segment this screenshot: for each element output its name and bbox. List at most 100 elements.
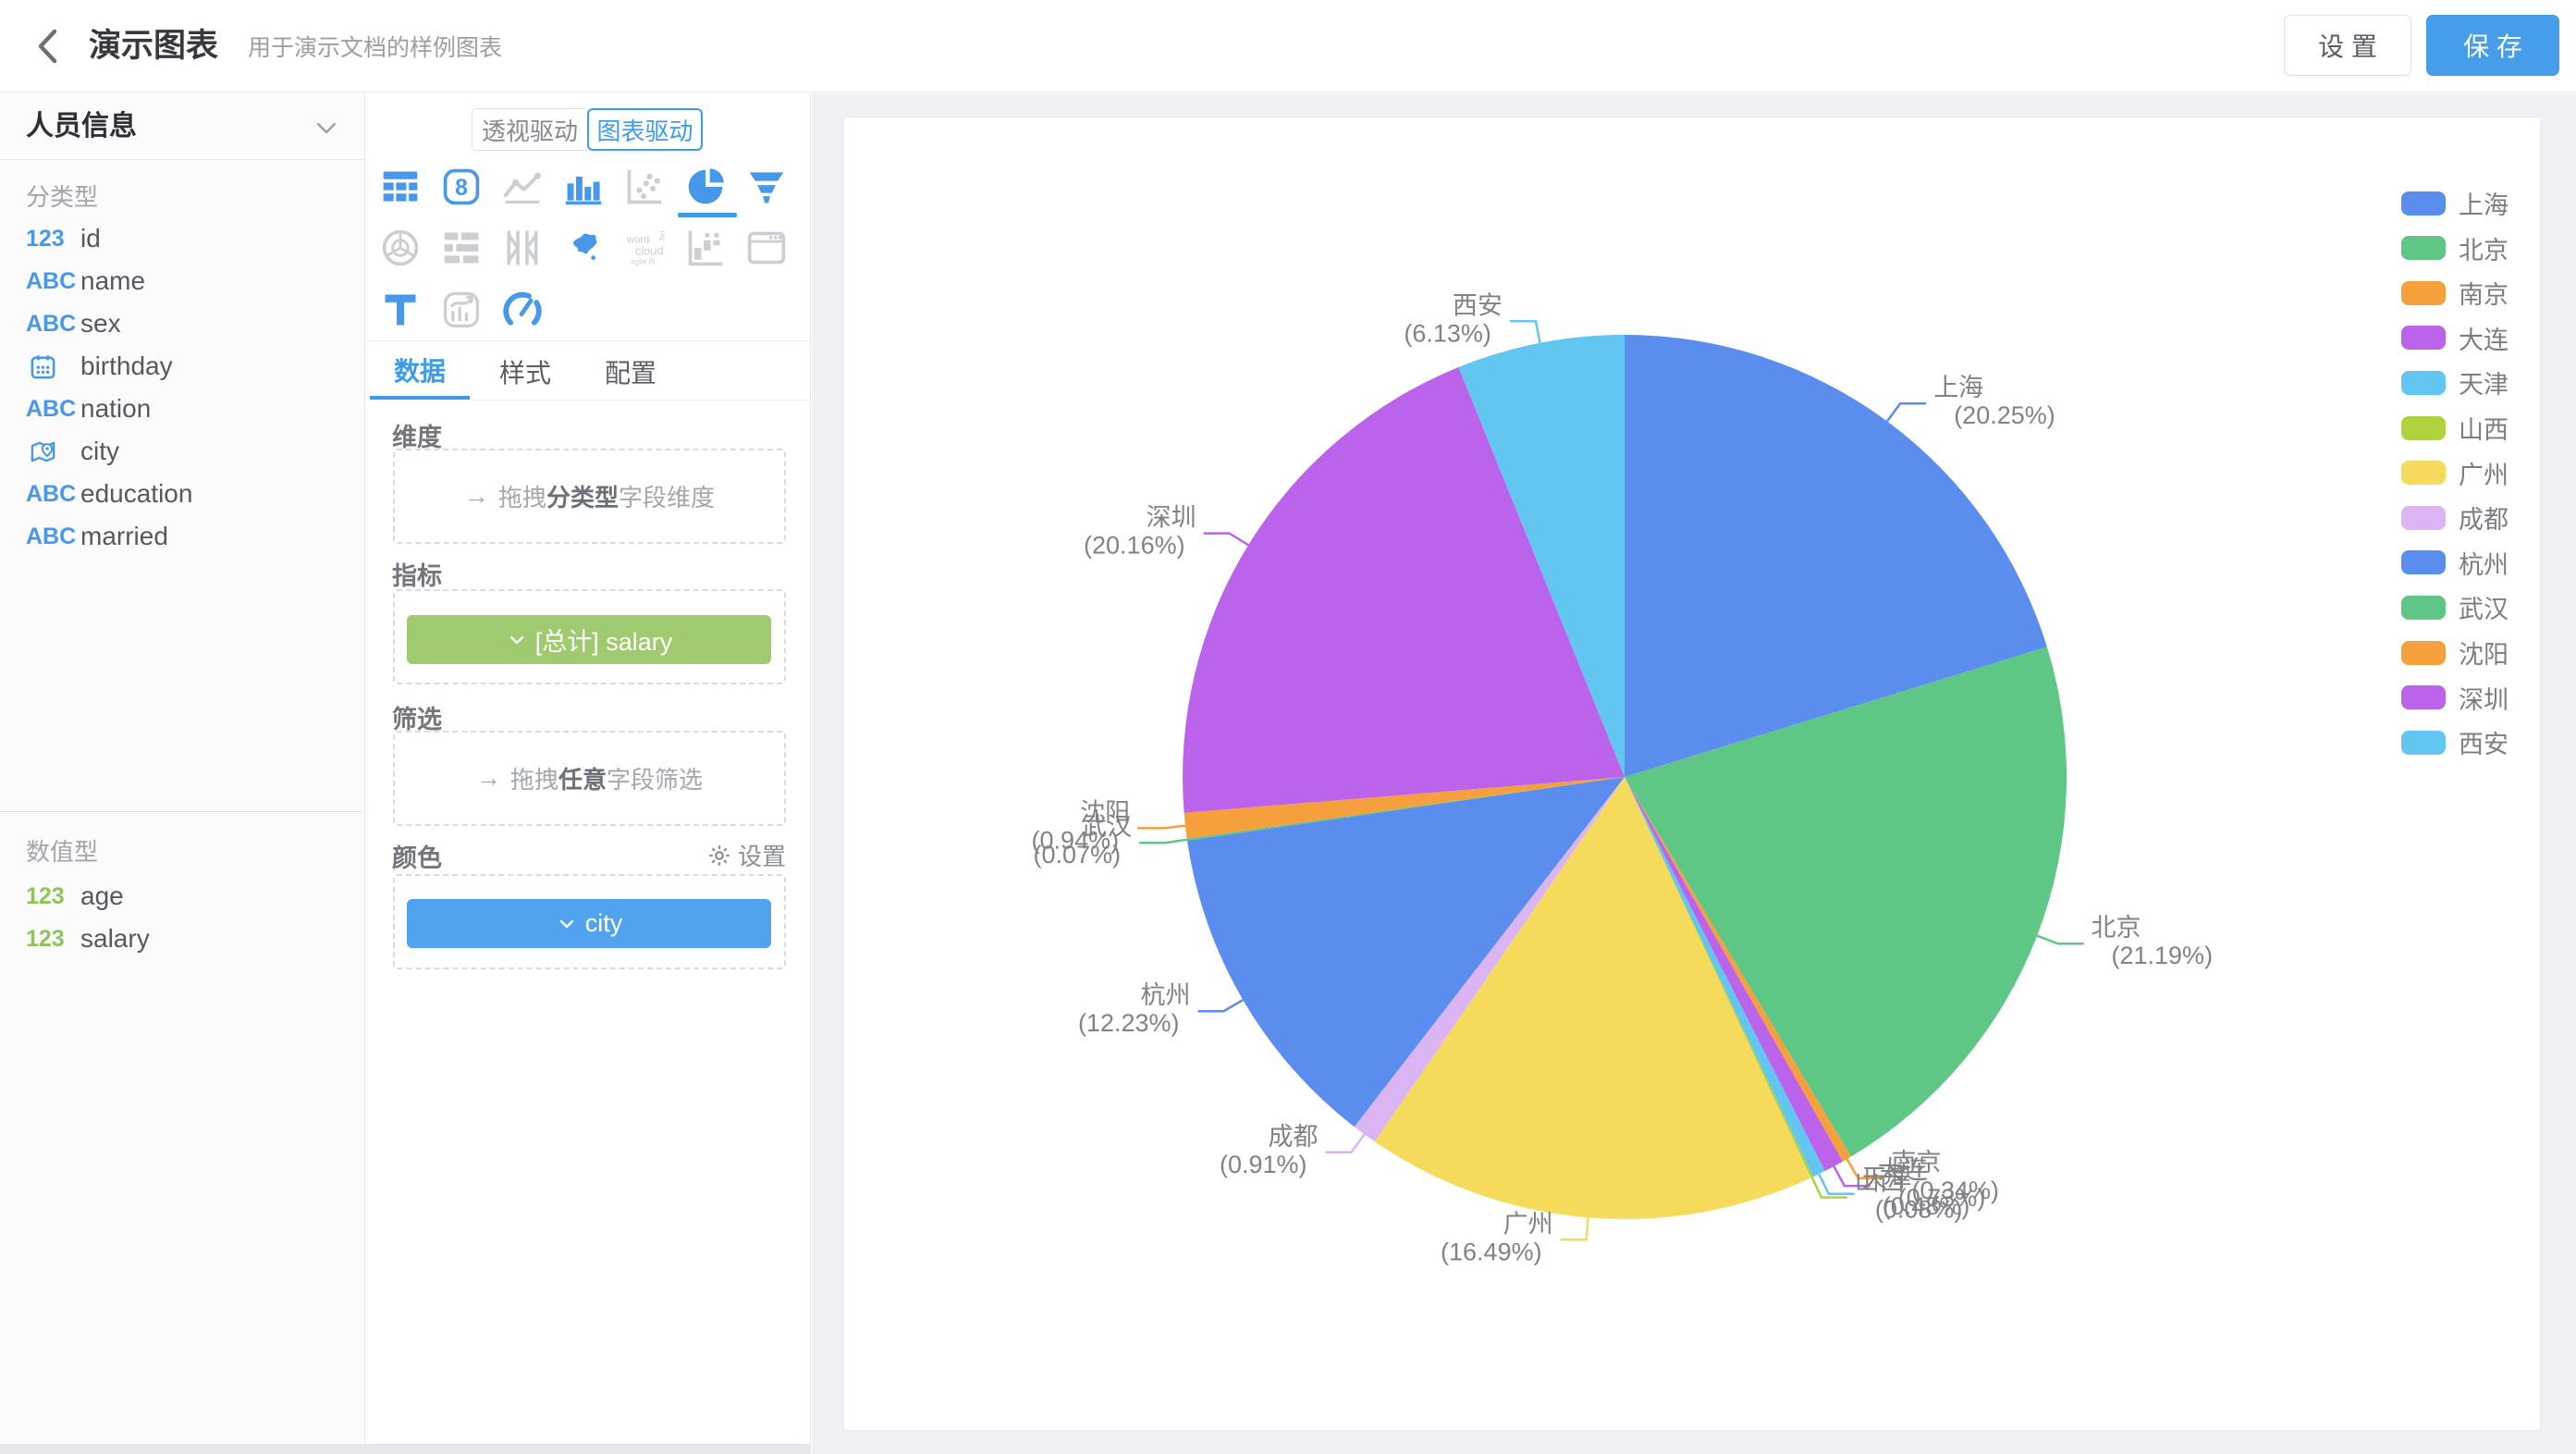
save-button[interactable]: 保 存 (2426, 15, 2559, 76)
pie-slice-天津[interactable] (1625, 777, 1825, 1177)
dataset-header[interactable]: 人员信息 (0, 93, 364, 160)
tab-配置[interactable]: 配置 (604, 359, 656, 388)
settings-button[interactable]: 设 置 (2284, 15, 2411, 76)
legend-item-上海[interactable]: 上海 (2401, 185, 2509, 221)
pie-slice-山西[interactable] (1625, 777, 1813, 1178)
field-item-id[interactable]: 123 id (0, 217, 364, 260)
measure-label: 指标 (392, 562, 442, 590)
slice-label-name: 南京 (1892, 1149, 1942, 1177)
pie-slice-北京[interactable] (1625, 647, 2067, 1157)
pie-slice-大连[interactable] (1625, 777, 1843, 1171)
mode-toggle-active[interactable]: 图表驱动 (587, 108, 703, 151)
waterfall-chart-icon[interactable] (685, 228, 726, 268)
page-title: 演示图表 (89, 28, 219, 64)
field-item-city[interactable]: city (0, 430, 364, 473)
gantt-chart-icon[interactable] (441, 228, 482, 268)
slice-label-name: 大连 (1878, 1156, 1928, 1184)
measure-pill[interactable]: [总计] salary (407, 615, 771, 664)
slice-label-percent: (0.94%) (1032, 826, 1120, 854)
field-item-name[interactable]: ABC name (0, 260, 364, 302)
scatter-chart-icon[interactable] (624, 166, 665, 207)
legend-item-大连[interactable]: 大连 (2401, 320, 2509, 356)
pie-slice-西安[interactable] (1458, 335, 1625, 777)
mode-toggle-inactive[interactable]: 透视驱动 (472, 108, 587, 151)
field-item-married[interactable]: ABC married (0, 515, 364, 558)
legend-item-山西[interactable]: 山西 (2401, 410, 2509, 446)
mixed-chart-icon[interactable] (441, 290, 482, 330)
legend-label: 广州 (2459, 461, 2509, 489)
pie-slice-南京[interactable] (1625, 777, 1851, 1162)
word-cloud-icon[interactable]: word cloud agile Bi tag (624, 228, 668, 268)
placeholder-text: 字段筛选 (607, 766, 704, 794)
bar-chart-icon[interactable] (563, 166, 604, 207)
measure-drop-zone[interactable] (393, 589, 786, 684)
pie-chart-icon-selected[interactable] (685, 166, 726, 207)
placeholder-text: 字段维度 (619, 484, 716, 511)
page-subtitle: 用于演示文档的样例图表 (248, 35, 503, 61)
chevron-down-icon[interactable] (313, 114, 340, 142)
field-item-age[interactable]: 123 age (0, 875, 364, 918)
field-item-sex[interactable]: ABC sex (0, 302, 364, 345)
color-drop-zone[interactable] (393, 874, 786, 969)
line-chart-icon[interactable] (502, 166, 543, 207)
divider (366, 340, 810, 341)
text-block-icon[interactable] (380, 290, 421, 330)
label-leader-line (1197, 998, 1245, 1013)
legend-swatch (2401, 640, 2446, 665)
legend-item-西安[interactable]: 西安 (2401, 724, 2509, 760)
slice-label-percent: (0.07%) (1034, 841, 1122, 869)
tab-数据[interactable]: 数据 (370, 343, 470, 400)
legend-item-武汉[interactable]: 武汉 (2401, 589, 2509, 625)
table-icon[interactable] (380, 166, 421, 207)
legend-item-沈阳[interactable]: 沈阳 (2401, 635, 2509, 671)
field-item-birthday[interactable]: birthday (0, 345, 364, 388)
legend-item-南京[interactable]: 南京 (2401, 275, 2509, 311)
funnel-chart-icon[interactable] (746, 166, 787, 207)
field-name: birthday (80, 351, 173, 380)
legend-item-广州[interactable]: 广州 (2401, 455, 2509, 491)
legend-label: 杭州 (2459, 550, 2509, 579)
bottom-scroll-strip[interactable] (0, 1444, 811, 1454)
legend-label: 成都 (2459, 506, 2509, 535)
pie-slice-武汉[interactable] (1186, 777, 1625, 841)
legend-item-北京[interactable]: 北京 (2401, 230, 2509, 266)
frame-chart-icon[interactable] (502, 228, 543, 268)
label-leader-line (1817, 1171, 1855, 1196)
legend-item-成都[interactable]: 成都 (2401, 499, 2509, 536)
svg-text:tag: tag (658, 231, 665, 240)
label-leader-line (1560, 1215, 1589, 1241)
legend-item-杭州[interactable]: 杭州 (2401, 545, 2509, 581)
field-item-nation[interactable]: ABC nation (0, 388, 364, 430)
pie-slice-广州[interactable] (1374, 777, 1811, 1219)
drag-arrow-icon: → (463, 482, 489, 510)
text-type-icon: ABC (26, 267, 77, 294)
placeholder-text: 拖拽 (497, 484, 546, 511)
pie-slice-深圳[interactable] (1183, 367, 1625, 813)
numeric-field-list: 123 age 123 salary (0, 875, 364, 960)
kpi-card-icon[interactable]: 8 (441, 166, 482, 207)
pie-chart[interactable]: 上海(20.25%)北京(21.19%)南京(0.34%)大连(0.73%)天津… (844, 117, 2540, 1430)
field-item-salary[interactable]: 123 salary (0, 918, 364, 960)
legend-item-天津[interactable]: 天津 (2401, 364, 2509, 400)
gauge-chart-icon[interactable] (502, 290, 543, 330)
pie-slice-成都[interactable] (1354, 777, 1625, 1142)
placeholder-strong: 任意 (558, 766, 607, 794)
dimension-drop-zone[interactable]: → 拖拽 分类型 字段维度 (393, 449, 786, 544)
iframe-block-icon[interactable] (746, 228, 787, 268)
color-pill[interactable]: city (407, 899, 771, 948)
legend-item-深圳[interactable]: 深圳 (2401, 680, 2509, 716)
pie-slice-杭州[interactable] (1187, 777, 1625, 1127)
filter-drop-zone[interactable]: → 拖拽 任意 字段筛选 (393, 731, 786, 826)
china-map-icon[interactable] (563, 228, 604, 268)
label-leader-line (1832, 1164, 1871, 1188)
field-item-education[interactable]: ABC education (0, 473, 364, 515)
color-settings-button[interactable]: 设置 (706, 838, 786, 872)
pie-slice-沈阳[interactable] (1184, 777, 1625, 839)
slice-label-name: 上海 (1933, 374, 1983, 401)
back-button[interactable] (26, 24, 70, 68)
pie-slice-上海[interactable] (1625, 335, 2047, 777)
tab-样式[interactable]: 样式 (498, 359, 551, 388)
radar-chart-icon[interactable] (380, 228, 421, 268)
dataset-name: 人员信息 (26, 111, 137, 142)
chevron-down-icon (559, 919, 573, 928)
